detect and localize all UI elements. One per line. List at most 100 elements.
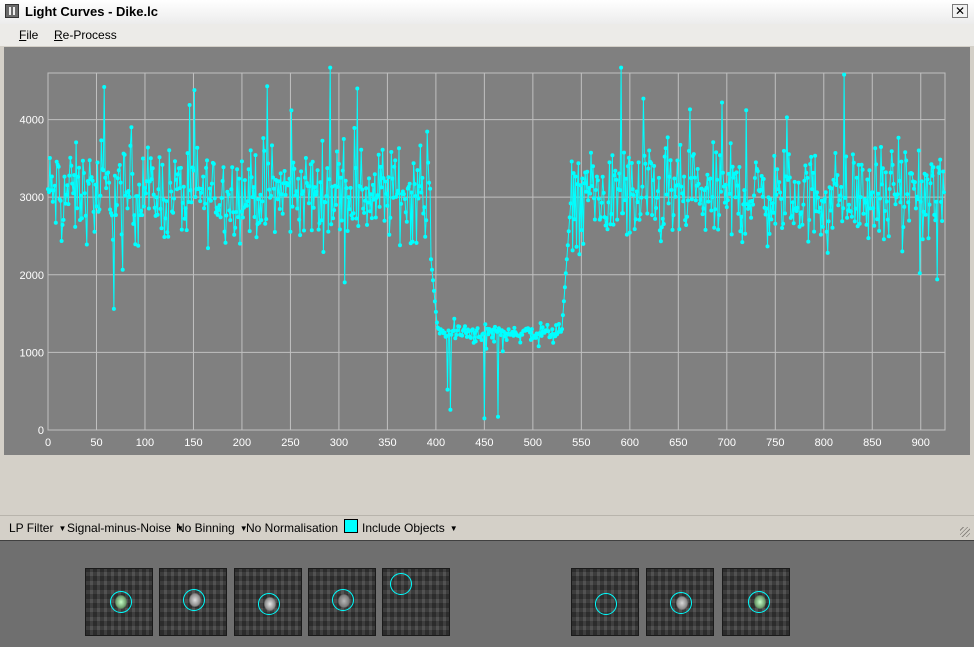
data-point (101, 168, 106, 173)
data-point (833, 151, 838, 155)
data-point (818, 232, 823, 237)
data-point (835, 173, 840, 178)
data-point (351, 211, 356, 216)
include-objects-label: Include Objects (362, 521, 445, 535)
data-point (433, 309, 438, 314)
data-point (370, 182, 375, 187)
data-point (303, 156, 308, 160)
mode-dropdown[interactable]: Signal-minus-Noise ▼ (67, 521, 184, 535)
data-point (145, 145, 150, 150)
title-bar[interactable]: Light Curves - Dike.lc ✕ (0, 0, 974, 25)
data-point (751, 202, 755, 207)
data-point (593, 188, 598, 192)
data-point (292, 166, 297, 171)
data-point (61, 217, 66, 222)
data-point (816, 209, 821, 214)
data-point (416, 196, 421, 201)
data-point (115, 176, 120, 181)
data-point (90, 178, 95, 183)
data-point (418, 143, 423, 148)
data-point (734, 170, 739, 175)
data-point (254, 235, 259, 240)
data-point (457, 324, 462, 329)
data-point (93, 182, 98, 187)
plot-frame (47, 72, 946, 431)
data-point (236, 215, 241, 220)
data-point (282, 169, 287, 173)
aperture-ring-icon (748, 591, 770, 613)
thumbnail-object[interactable] (159, 568, 227, 636)
thumbnail-object[interactable] (382, 568, 450, 636)
data-point (378, 164, 383, 169)
data-point (270, 143, 274, 148)
data-point (631, 193, 636, 198)
data-point (590, 184, 594, 188)
data-point (198, 199, 203, 204)
data-point (337, 227, 342, 232)
x-tick-label: 600 (621, 437, 639, 449)
data-point (838, 193, 843, 198)
resize-grip-icon[interactable] (960, 527, 970, 537)
close-button[interactable]: ✕ (952, 4, 968, 18)
normalisation-dropdown[interactable]: No Normalisation▼ (246, 521, 351, 535)
data-point (753, 160, 758, 165)
data-point (169, 189, 174, 194)
data-point (808, 162, 813, 167)
data-point (486, 332, 491, 337)
data-point (627, 230, 632, 235)
data-point (296, 176, 301, 181)
thumbnail-object[interactable] (571, 568, 639, 636)
chevron-down-icon: ▼ (239, 524, 248, 533)
data-point (335, 184, 340, 189)
data-point (565, 243, 570, 248)
data-point (382, 218, 387, 223)
binning-dropdown[interactable]: No Binning ▼ (176, 521, 248, 535)
data-point (791, 221, 796, 226)
y-tick-label: 4000 (20, 115, 44, 127)
include-objects-color-swatch[interactable] (344, 519, 358, 533)
menu-file[interactable]: File (19, 28, 39, 42)
data-point (452, 316, 457, 321)
data-point (223, 240, 228, 245)
data-point (848, 209, 853, 214)
data-point (801, 202, 806, 207)
include-objects-dropdown[interactable]: Include Objects ▼ (362, 521, 458, 535)
data-point (184, 228, 189, 233)
data-point (238, 241, 242, 246)
data-point (316, 227, 321, 232)
data-point (725, 198, 730, 203)
data-point (428, 186, 433, 191)
data-point (742, 188, 747, 193)
data-point (164, 199, 169, 204)
x-tick-label: 450 (475, 437, 493, 449)
data-point (52, 183, 57, 188)
data-point (295, 206, 300, 211)
data-point (399, 201, 403, 206)
data-point (557, 322, 561, 326)
thumbnail-object[interactable] (722, 568, 790, 636)
data-point (720, 100, 724, 105)
data-point (429, 257, 433, 262)
data-point (412, 182, 417, 186)
data-point (129, 125, 134, 130)
thumbnail-object[interactable] (308, 568, 376, 636)
data-point (173, 159, 177, 164)
thumbnail-object[interactable] (234, 568, 302, 636)
data-point (592, 217, 597, 222)
menu-re-process[interactable]: Re-Process (54, 28, 117, 42)
data-point (172, 196, 177, 201)
lp-filter-dropdown[interactable]: LP Filter ▼ (9, 521, 66, 535)
data-point (364, 186, 369, 191)
data-point (455, 328, 460, 333)
thumbnail-object[interactable] (85, 568, 153, 636)
data-point (726, 171, 731, 176)
data-point (738, 229, 743, 234)
data-point (407, 181, 412, 186)
light-curve-plot[interactable]: 0 50 100 150 200 250 300 350 400 450 500 550 600 650 7… (4, 47, 970, 455)
thumbnail-object[interactable] (646, 568, 714, 636)
data-point (810, 187, 815, 192)
data-point (276, 179, 281, 184)
aperture-ring-icon (390, 573, 412, 595)
data-point (67, 173, 72, 178)
data-point (475, 326, 480, 331)
